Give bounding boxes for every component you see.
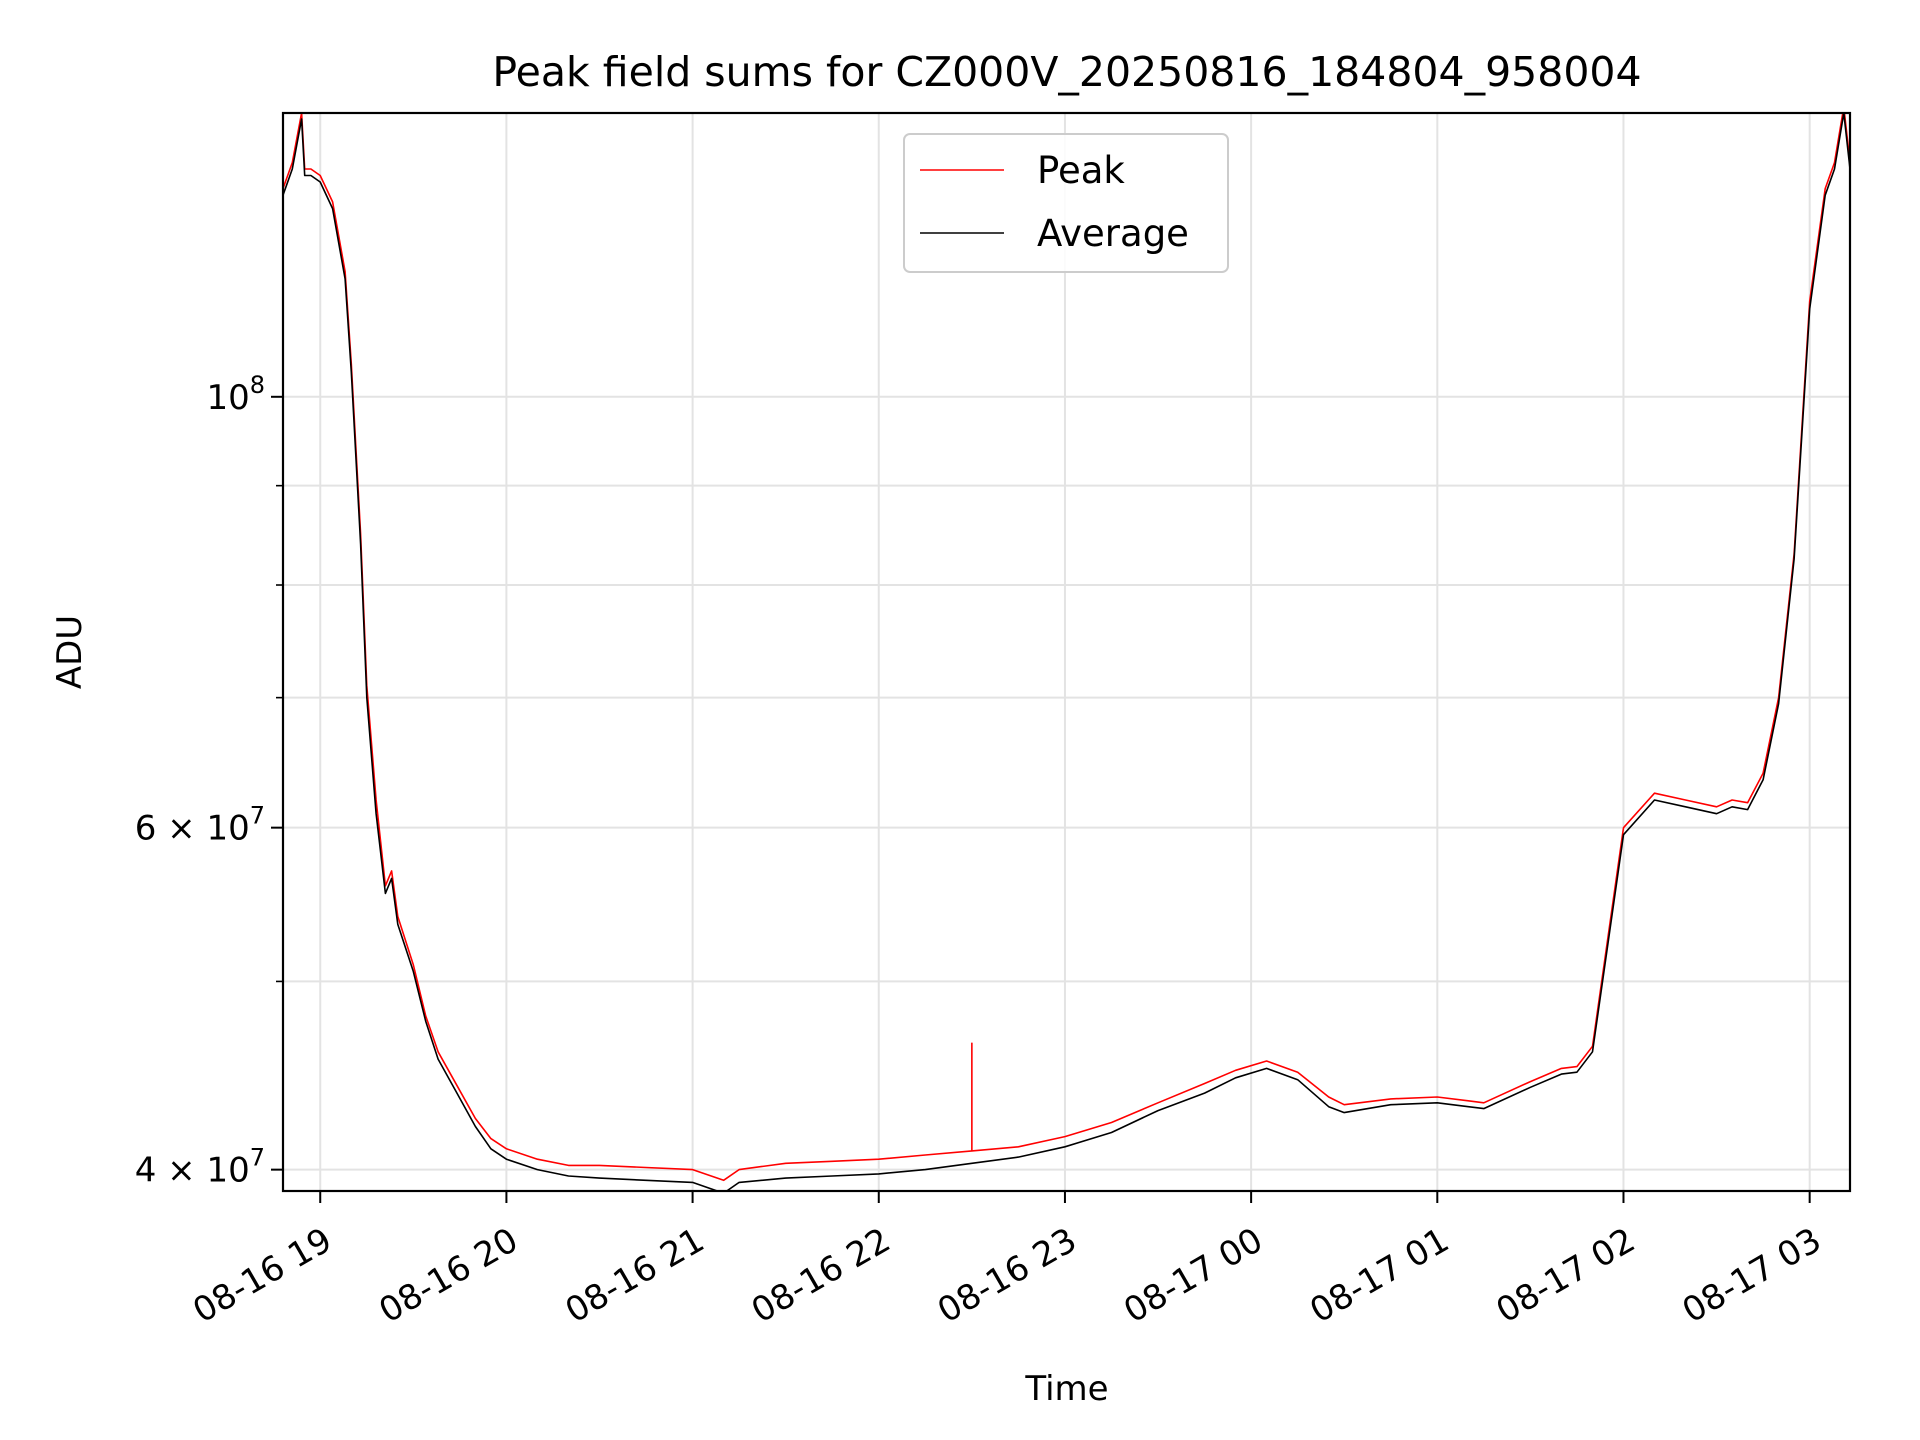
legend-peak-label: Peak [1037,149,1125,192]
x-axis-label: Time [1024,1369,1108,1409]
legend: Peak Average [903,133,1229,273]
y-tick-label: 4 × 107 [135,1144,265,1191]
legend-box [903,133,1229,273]
y-tick-label: 108 [206,371,265,418]
chart-title: Peak field sums for CZ000V_20250816_1848… [492,48,1641,96]
grid [283,113,1850,1191]
plot-frame [281,111,1852,1193]
series-line-average [283,113,1850,1191]
series-line-peak [283,113,1850,1182]
y-axis: 4 × 107 6 × 107 108 [135,371,283,1191]
y-axis-label: ADU [50,615,90,689]
y-tick-label: 6 × 107 [135,802,265,849]
legend-average-label: Average [1037,212,1189,255]
series-layer [283,113,1850,1191]
